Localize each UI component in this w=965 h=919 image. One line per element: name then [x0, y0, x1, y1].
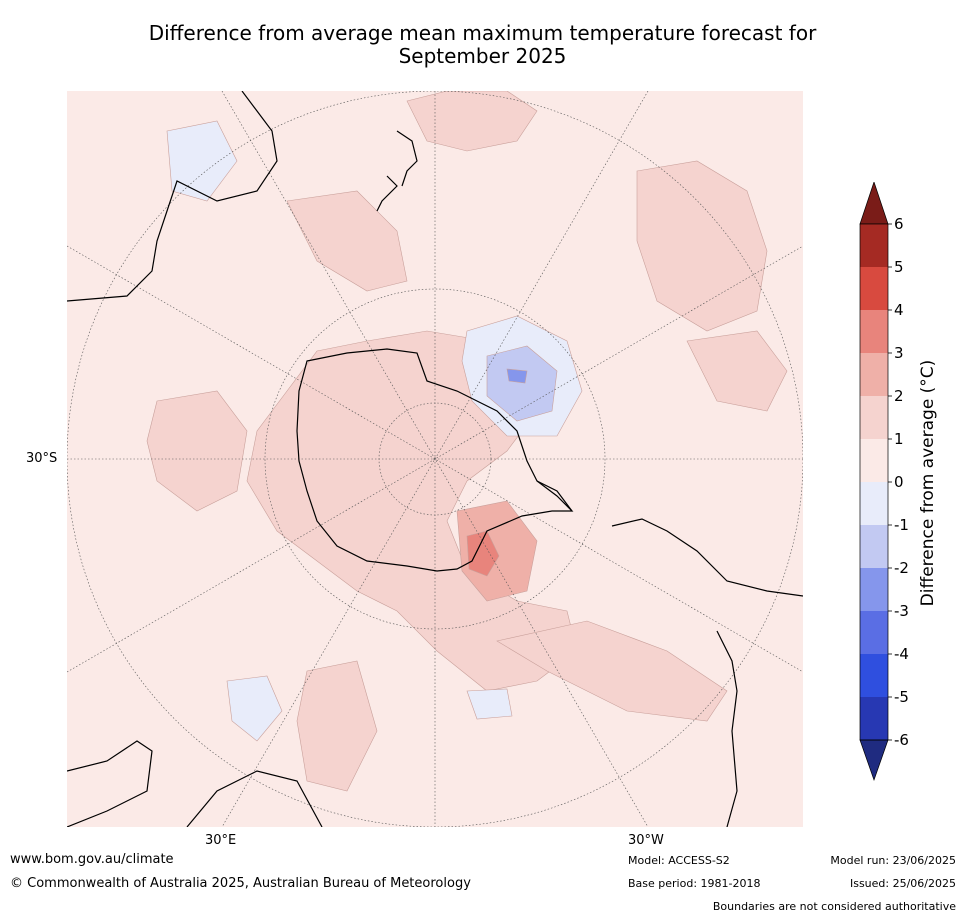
chart-title: Difference from average mean maximum tem…	[0, 22, 965, 68]
colorbar-tick-label: 2	[894, 387, 904, 405]
colorbar: 6 5 4 3 2 1 0 -1 -2 -3 -4 -5 -6	[859, 182, 909, 782]
warm-patch-north	[406, 91, 538, 152]
colorbar-band	[860, 353, 888, 396]
colorbar-tick-label: 6	[894, 215, 904, 233]
colorbar-tick-label: -5	[894, 688, 909, 706]
latitude-circle-60	[264, 288, 606, 630]
warm-max	[466, 530, 500, 577]
colorbar-band	[860, 654, 888, 697]
colorbar-tick-label: -1	[894, 516, 909, 534]
graticule	[67, 91, 803, 827]
colorbar-tick-label: -6	[894, 731, 909, 749]
boundary-disclaimer: Boundaries are not considered authoritat…	[712, 900, 956, 913]
colorbar-band	[860, 224, 888, 267]
title-line-2: September 2025	[398, 44, 567, 68]
warm-patch-northwest	[286, 190, 408, 292]
colorbar-tick-label: 1	[894, 430, 904, 448]
colorbar-title-wrap: Difference from average (°C)	[918, 360, 938, 607]
africa-coast	[67, 740, 153, 827]
base-period: Base period: 1981-2018	[628, 877, 761, 890]
colorbar-tick-label: 0	[894, 473, 904, 491]
colorbar-tick-label: 4	[894, 301, 904, 319]
australia-coast	[67, 91, 278, 302]
lon-label-30e: 30°E	[205, 833, 237, 848]
colorbar-band	[860, 482, 888, 525]
warm-patch-southwest	[296, 660, 378, 792]
coastlines	[67, 91, 803, 827]
warm-patch-southeast	[496, 620, 728, 722]
colorbar-band	[860, 611, 888, 654]
colorbar-tick-label: -3	[894, 602, 909, 620]
title-line-1: Difference from average mean maximum tem…	[148, 21, 817, 45]
colorbar-tick-label: -2	[894, 559, 909, 577]
new-zealand-south	[376, 175, 398, 212]
issued-date: Issued: 25/06/2025	[849, 877, 956, 890]
model-run: Model run: 23/06/2025	[830, 854, 956, 867]
cool-patch-southcentre	[466, 688, 513, 720]
south-polar-map	[67, 91, 803, 827]
website-url: www.bom.gov.au/climate	[10, 852, 174, 867]
cool-patch-northwest	[166, 120, 238, 202]
colorbar-band	[860, 525, 888, 568]
colorbar-band	[860, 310, 888, 353]
south-america-coast	[611, 518, 803, 597]
warm-patch-northeast	[636, 160, 768, 332]
antarctica-coast	[296, 348, 574, 572]
antarctic-peninsula	[536, 480, 573, 512]
cool-patch-south	[226, 675, 283, 742]
colorbar-tick-label: 5	[894, 258, 904, 276]
model-name: Model: ACCESS-S2	[628, 854, 730, 867]
colorbar-extend-top	[859, 182, 889, 225]
colorbar-band	[860, 568, 888, 611]
warm-patch-east	[686, 330, 788, 412]
colorbar-band	[860, 439, 888, 482]
colorbar-tick-label: -4	[894, 645, 909, 663]
colorbar-extend-bottom	[859, 739, 889, 782]
africa-south	[186, 770, 323, 827]
colorbar-band	[860, 697, 888, 740]
colorbar-title: Difference from average (°C)	[918, 359, 938, 607]
lat-label-30s: 30°S	[26, 451, 58, 466]
lon-label-30w: 30°W	[628, 833, 664, 848]
cool-core	[486, 345, 558, 422]
new-zealand-north	[396, 130, 418, 187]
cool-max	[506, 368, 528, 384]
copyright-text: © Commonwealth of Australia 2025, Austra…	[10, 876, 471, 891]
warm-patch-west	[146, 390, 248, 512]
colorbar-band	[860, 396, 888, 439]
colorbar-tick-label: 3	[894, 344, 904, 362]
colorbar-band	[860, 267, 888, 310]
south-america-west	[716, 630, 738, 827]
anomaly-patches	[146, 91, 788, 792]
